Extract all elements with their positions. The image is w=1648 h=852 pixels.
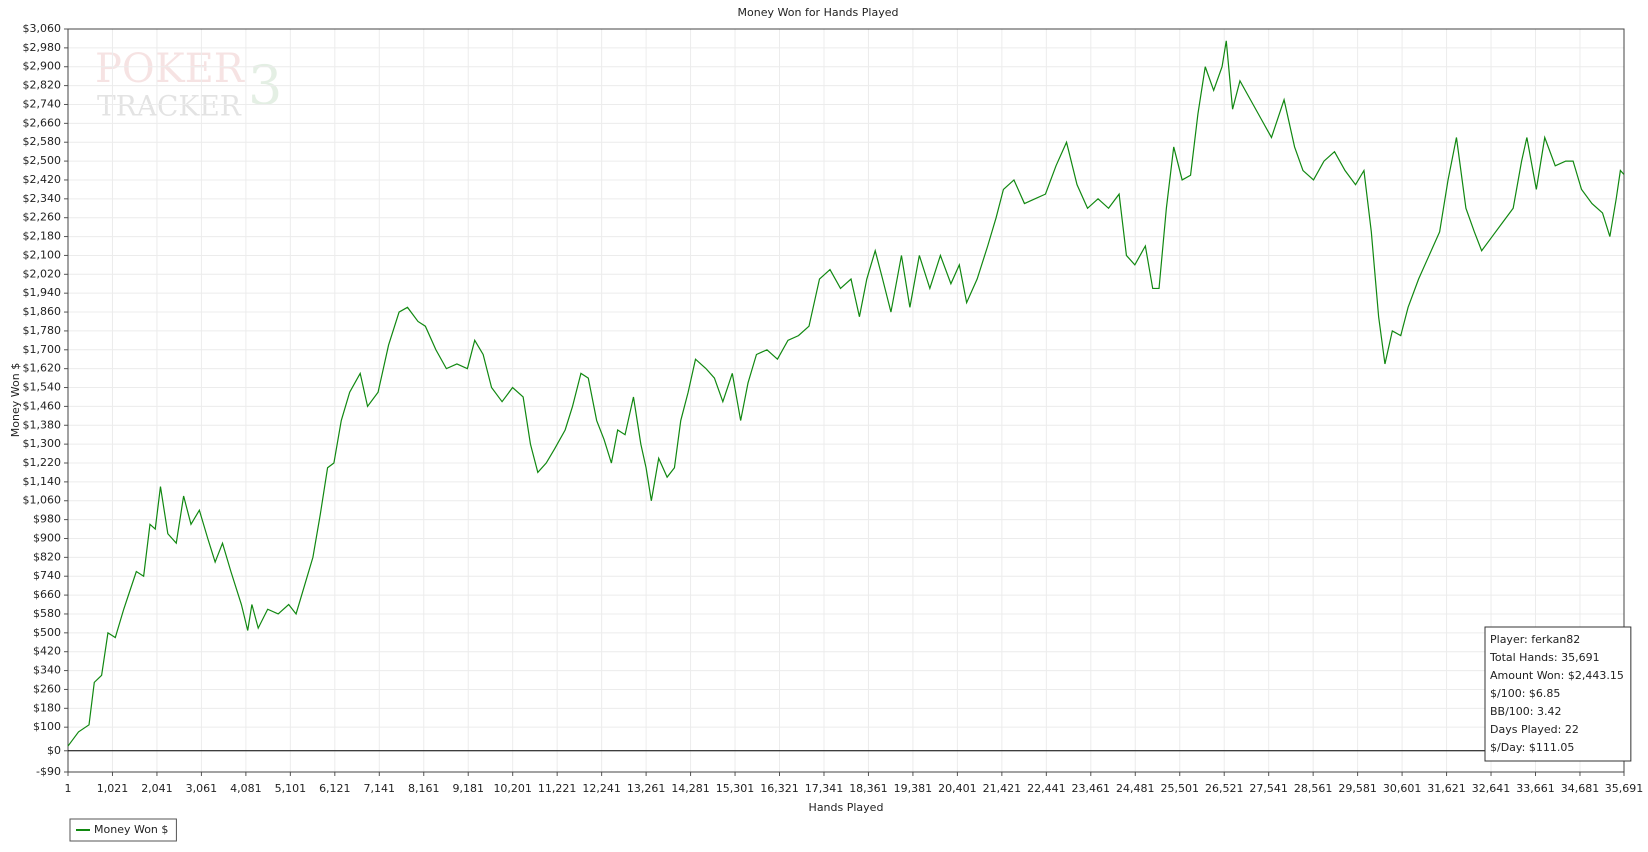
plot-frame	[67, 28, 1625, 773]
y-tick-label: $100	[33, 720, 61, 733]
x-tick-label: 9,181	[452, 782, 484, 795]
y-tick-label: $820	[33, 550, 61, 563]
y-tick-label: $2,100	[23, 248, 62, 261]
x-tick-label: 31,621	[1427, 782, 1466, 795]
y-tick-label: $1,620	[23, 362, 62, 375]
stats-text: $/Day: $111.05	[1490, 741, 1574, 754]
x-tick-label: 12,241	[582, 782, 621, 795]
x-tick-label: 25,501	[1160, 782, 1199, 795]
x-tick-label: 2,041	[141, 782, 173, 795]
watermark-text: POKER	[95, 46, 246, 92]
x-tick-label: 15,301	[716, 782, 755, 795]
x-tick-label: 30,601	[1383, 782, 1422, 795]
y-tick-label: $2,500	[23, 154, 62, 167]
stats-text: $/100: $6.85	[1490, 687, 1560, 700]
watermark: POKER TRACKER 3	[95, 46, 282, 123]
legend-box	[69, 818, 177, 842]
y-axis-label: Money Won $	[9, 363, 22, 437]
x-tick-label: 22,441	[1027, 782, 1066, 795]
y-tick-label: $2,580	[23, 135, 62, 148]
chart-title: Money Won for Hands Played	[738, 6, 899, 19]
x-tick-label: 32,641	[1472, 782, 1511, 795]
x-tick-label: 35,691	[1605, 782, 1644, 795]
y-tick-label: $1,140	[23, 475, 62, 488]
x-tick-label: 1,021	[97, 782, 129, 795]
y-tick-label: $180	[33, 701, 61, 714]
x-tick-label: 26,521	[1205, 782, 1244, 795]
line-series	[67, 40, 1625, 747]
x-tick-label: 16,321	[760, 782, 799, 795]
x-tick-label: 6,121	[319, 782, 351, 795]
y-tick-label: $1,060	[23, 494, 62, 507]
y-tick-label: $740	[33, 569, 61, 582]
y-tick-label: $2,980	[23, 41, 62, 54]
y-tick-label: $1,540	[23, 381, 62, 394]
x-tick-label: 33,661	[1516, 782, 1555, 795]
y-tick-label: $0	[47, 744, 61, 757]
x-tick-label: 20,401	[938, 782, 977, 795]
y-tick-label: $260	[33, 682, 61, 695]
stats-text: Days Played: 22	[1490, 723, 1579, 736]
y-tick-label: $2,340	[23, 192, 62, 205]
y-tick-label: $1,220	[23, 456, 62, 469]
x-axis-label: Hands Played	[809, 801, 884, 814]
y-tick-label: $2,260	[23, 211, 62, 224]
x-tick-label: 1	[65, 782, 72, 795]
x-tick-label: 29,581	[1338, 782, 1377, 795]
stats-box	[1484, 626, 1632, 762]
y-tick-label: $500	[33, 626, 61, 639]
watermark-text: TRACKER	[97, 90, 242, 123]
stats-text: Total Hands: 35,691	[1489, 651, 1600, 664]
y-tick-label: $580	[33, 607, 61, 620]
x-tick-label: 23,461	[1072, 782, 1111, 795]
x-tick-label: 19,381	[894, 782, 933, 795]
y-tick-label: $420	[33, 645, 61, 658]
y-tick-label: $1,300	[23, 437, 62, 450]
stats-text: Amount Won: $2,443.15	[1490, 669, 1624, 682]
y-tick-label: $2,020	[23, 267, 62, 280]
legend-label: Money Won $	[94, 823, 168, 836]
x-tick-label: 7,141	[364, 782, 396, 795]
y-tick-label: $1,780	[23, 324, 62, 337]
x-tick-label: 4,081	[230, 782, 262, 795]
y-tick-label: $3,060	[23, 22, 62, 35]
y-tick-label: $980	[33, 513, 61, 526]
y-tick-label: $1,940	[23, 286, 62, 299]
x-tick-label: 17,341	[805, 782, 844, 795]
x-tick-label: 3,061	[186, 782, 218, 795]
x-tick-label: 34,681	[1561, 782, 1600, 795]
x-tick-label: 18,361	[849, 782, 888, 795]
y-tick-label: $340	[33, 664, 61, 677]
y-tick-label: $1,380	[23, 418, 62, 431]
y-tick-label: $660	[33, 588, 61, 601]
x-tick-label: 14,281	[671, 782, 710, 795]
x-tick-label: 27,541	[1249, 782, 1288, 795]
y-tick-label: $2,660	[23, 116, 62, 129]
y-tick-label: $1,460	[23, 399, 62, 412]
x-tick-label: 28,561	[1294, 782, 1333, 795]
y-tick-label: $2,740	[23, 97, 62, 110]
x-tick-label: 8,161	[408, 782, 440, 795]
x-tick-label: 13,261	[627, 782, 666, 795]
y-tick-label: -$90	[36, 765, 61, 778]
y-tick-label: $2,900	[23, 60, 62, 73]
stats-text: BB/100: 3.42	[1490, 705, 1562, 718]
x-tick-label: 21,421	[983, 782, 1022, 795]
y-tick-label: $2,180	[23, 230, 62, 243]
y-tick-label: $2,820	[23, 79, 62, 92]
x-tick-label: 24,481	[1116, 782, 1155, 795]
stats-text: Player: ferkan82	[1490, 633, 1580, 646]
y-tick-label: $900	[33, 531, 61, 544]
y-tick-label: $1,860	[23, 305, 62, 318]
y-tick-label: $1,700	[23, 343, 62, 356]
x-tick-label: 10,201	[493, 782, 532, 795]
y-tick-label: $2,420	[23, 173, 62, 186]
x-tick-label: 5,101	[275, 782, 307, 795]
x-tick-label: 11,221	[538, 782, 577, 795]
